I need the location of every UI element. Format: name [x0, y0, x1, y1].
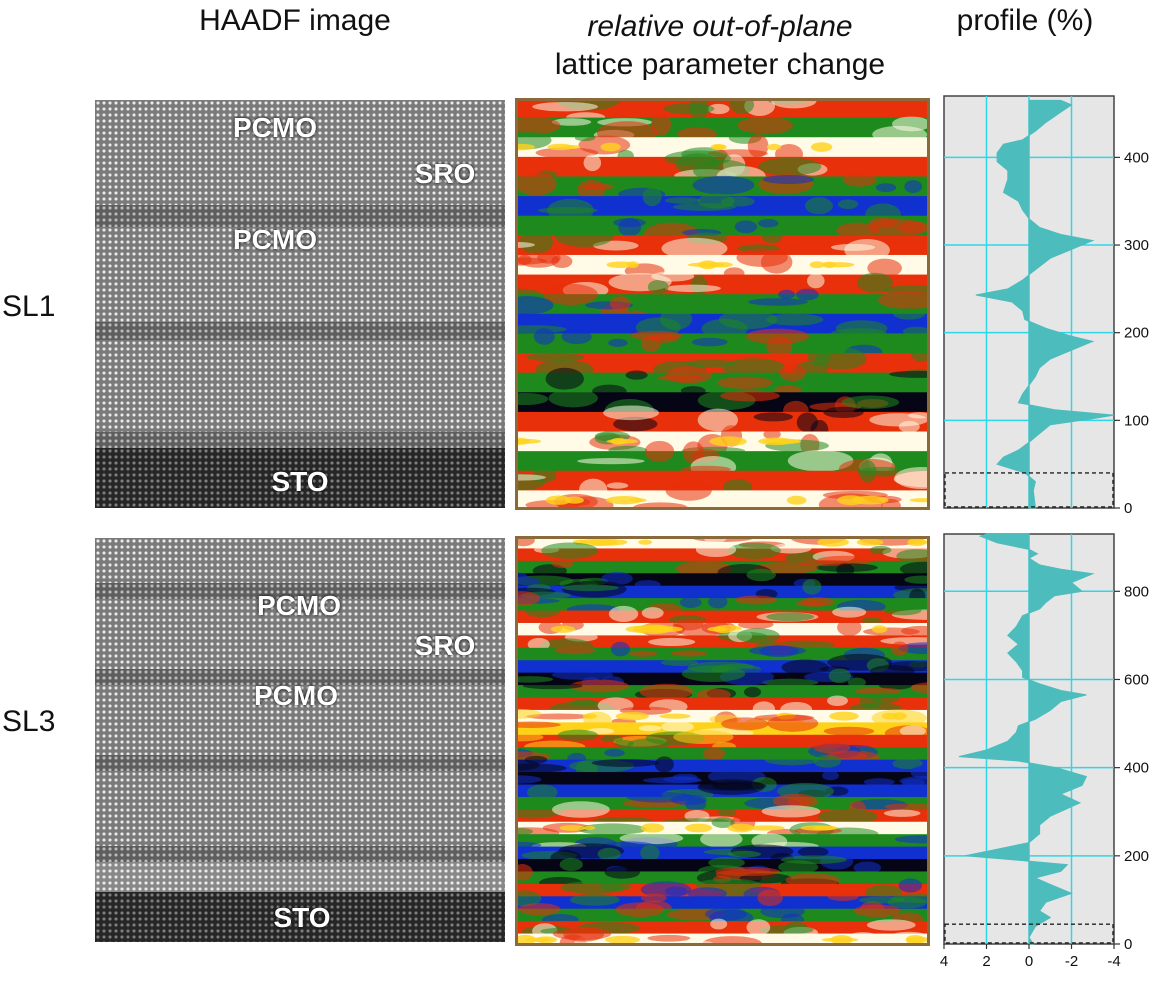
dashed-region: [944, 923, 1114, 944]
y-tick-label: 400: [1124, 760, 1149, 777]
header-haadf-image: HAADF image: [199, 4, 391, 37]
x-tick-label: -4: [1107, 953, 1120, 970]
y-tick-label: 200: [1124, 848, 1149, 865]
y-tick-label: 0: [1124, 500, 1132, 517]
profile-series: [975, 99, 1115, 509]
haadf-label-sto: STO: [271, 466, 329, 497]
header-lattice-change-line1: relative out-of-plane: [587, 10, 853, 43]
y-tick-label: 400: [1124, 149, 1149, 166]
header-lattice-change-line2: lattice parameter change: [554, 48, 886, 81]
haadf-label-pcmo-top: PCMO: [257, 590, 341, 621]
haadf-label-sro: SRO: [414, 158, 476, 189]
haadf-label-pcmo-top: PCMO: [233, 112, 317, 143]
header-lattice-change: relative out-of-plane lattice parameter …: [510, 8, 930, 84]
y-tick-label: 300: [1124, 237, 1149, 254]
x-tick-label: 0: [1025, 953, 1033, 970]
profile-chart-sl3: 0 200 400 600 800 4 2 0 -2 -4: [940, 533, 1170, 983]
strain-map-sl3: [515, 536, 930, 946]
haadf-label-sto: STO: [273, 902, 331, 933]
profile-chart-sl1: 0 100 200 300 400: [942, 95, 1170, 517]
dashed-region: [944, 472, 1114, 508]
x-tick-label: 4: [940, 953, 948, 970]
y-tick-label: 100: [1124, 412, 1149, 429]
strain-map-sl1: [515, 98, 930, 510]
x-tick-label: -2: [1065, 953, 1078, 970]
haadf-image-sl1: PCMO SRO PCMO STO: [95, 100, 505, 508]
row-label-sl3: SL3: [2, 705, 56, 738]
haadf-label-pcmo-mid: PCMO: [233, 224, 317, 255]
header-profile: profile (%): [956, 4, 1094, 37]
haadf-label-sro: SRO: [414, 630, 476, 661]
y-tick-label: 600: [1124, 671, 1149, 688]
row-label-sl1: SL1: [2, 290, 56, 323]
profile-series: [958, 533, 1095, 945]
x-tick-label: 2: [982, 953, 990, 970]
y-tick-label: 200: [1124, 325, 1149, 342]
y-tick-label: 0: [1124, 936, 1132, 953]
y-tick-label: 800: [1124, 583, 1149, 600]
haadf-image-sl3: PCMO SRO PCMO STO: [95, 538, 505, 942]
haadf-label-pcmo-mid: PCMO: [254, 680, 338, 711]
